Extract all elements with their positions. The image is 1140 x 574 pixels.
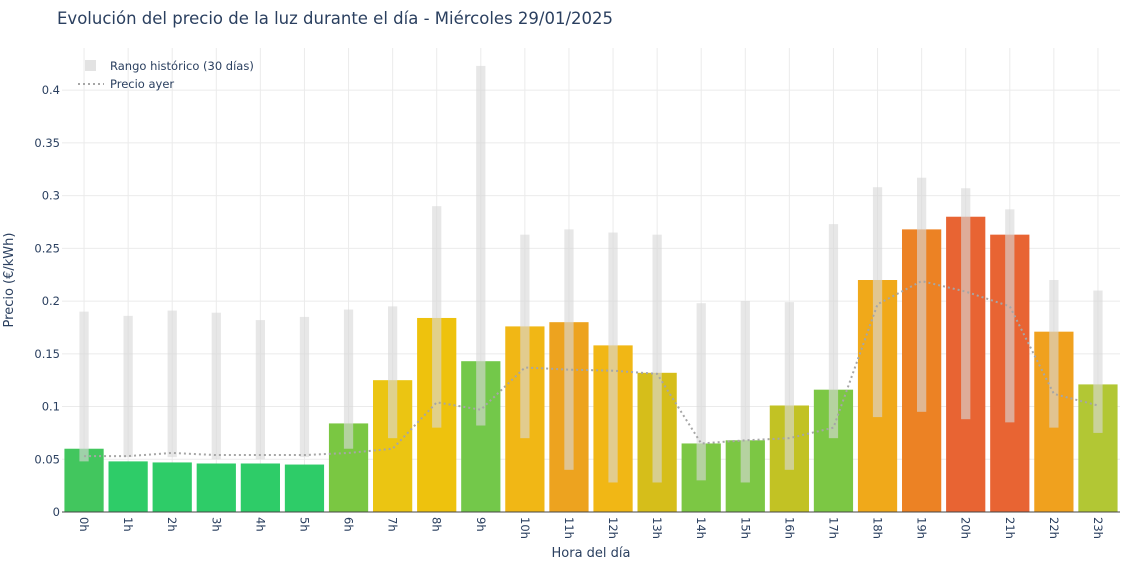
legend-swatch-historic-range [85,60,96,71]
x-tick-label: 1h [121,517,135,532]
x-tick-label: 4h [253,517,267,532]
historic-range-bar [916,177,927,412]
historic-range-bar [476,65,486,426]
x-tick-label: 18h [871,517,885,539]
x-tick-label: 10h [518,517,532,539]
x-tick-label: 6h [342,517,356,532]
x-tick-label: 5h [297,517,311,532]
y-tick-label: 0 [53,505,60,519]
historic-range-bar [608,232,618,483]
x-axis-title: Hora del día [552,546,631,561]
x-tick-label: 3h [209,517,223,532]
historic-range-bar [740,301,750,483]
x-tick-label: 0h [77,517,91,532]
x-tick-label: 8h [430,517,444,532]
price-bar [284,464,325,512]
legend-item-yesterday-price[interactable]: Precio ayer [78,77,174,91]
x-tick-label: 2h [165,517,179,532]
legend-label-yesterday-price: Precio ayer [110,77,174,91]
y-tick-label: 0.4 [42,83,60,97]
yesterday-line-layer [84,279,1099,458]
y-tick-label: 0.2 [42,294,60,308]
x-tick-label: 7h [386,517,400,532]
x-tick-label: 12h [606,517,620,539]
x-tick-label: 23h [1091,517,1105,539]
x-tick-label: 14h [694,517,708,539]
historic-range-bar [961,188,971,420]
price-bar [152,462,192,512]
x-tick-label: 16h [782,517,796,539]
bar-layer [64,216,1118,512]
historic-range-bar [696,303,706,481]
price-bar [108,461,148,512]
x-tick-label: 20h [959,517,973,539]
legend-label-historic-range: Rango histórico (30 días) [110,59,254,73]
historic-range-layer [79,65,1103,483]
historic-range-bar [79,311,89,462]
historic-range-bar [123,315,133,458]
y-tick-label: 0.15 [34,347,60,361]
price-bar [196,463,236,512]
x-tick-label: 9h [474,517,488,532]
legend-item-historic-range[interactable]: Rango histórico (30 días) [85,59,254,73]
historic-range-bar [828,224,839,439]
historic-range-bar [652,234,662,483]
x-tick-label: 11h [562,517,576,539]
historic-range-bar [520,234,530,439]
price-bar [240,463,280,512]
historic-range-bar [299,316,310,458]
y-tick-label: 0.05 [34,452,60,466]
historic-range-bar [564,229,574,470]
x-tick-label: 19h [915,517,929,539]
historic-range-bar [1049,280,1059,428]
axis-layer: 0 0.05 0.1 0.15 0.2 0.25 0.3 0.35 0.4 0h 1h 2h 3h 4h 5… [34,83,1120,539]
historic-range-bar [387,306,398,439]
historic-range-bar [211,312,221,460]
y-tick-label: 0.25 [34,241,60,255]
x-tick-label: 22h [1047,517,1061,539]
historic-range-bar [784,302,795,470]
historic-range-bar [872,187,883,418]
historic-range-bar [1093,290,1103,433]
historic-range-bar [255,320,266,460]
x-tick-label: 15h [738,517,752,539]
y-tick-label: 0.35 [34,136,60,150]
legend[interactable]: Rango histórico (30 días) Precio ayer [78,59,254,91]
y-tick-label: 0.1 [42,400,60,414]
historic-range-bar [1005,209,1015,423]
x-tick-label: 21h [1003,517,1017,539]
x-tick-label: 17h [826,517,840,539]
yesterday-price-line [84,279,1099,458]
y-axis-title: Precio (€/kWh) [2,233,17,328]
historic-range-bar [343,309,354,449]
historic-range-bar [432,206,442,428]
historic-range-bar [167,310,177,458]
y-tick-label: 0.3 [42,189,60,203]
chart-title: Evolución del precio de la luz durante e… [57,9,613,28]
x-tick-label: 13h [650,517,664,539]
